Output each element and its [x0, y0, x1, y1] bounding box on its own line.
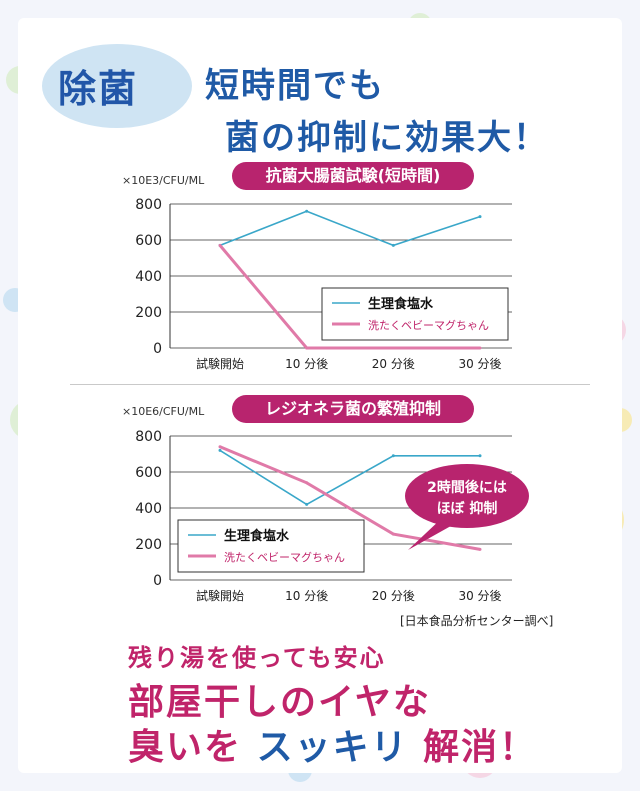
- data-point: [305, 209, 309, 213]
- data-point: [218, 448, 222, 452]
- y-tick-label: 400: [135, 269, 162, 285]
- legend-label: 洗たくベビーマグちゃん: [224, 550, 345, 564]
- data-point: [305, 481, 309, 485]
- legend-label: 生理食塩水: [368, 296, 434, 312]
- data-point: [391, 243, 395, 247]
- series-line: [218, 244, 480, 350]
- bottom-line-3: 臭いを スッキリ 解消！: [128, 718, 537, 770]
- data-point: [478, 215, 482, 219]
- legend-box: [177, 519, 365, 573]
- data-point: [478, 547, 482, 551]
- data-point: [305, 346, 309, 350]
- y-tick-label: 0: [153, 341, 162, 357]
- callout-text: ほぼ 抑制: [437, 500, 498, 517]
- x-tick-label: 試験開始: [196, 588, 244, 603]
- data-point: [478, 346, 482, 350]
- x-tick-label: 10 分後: [285, 589, 328, 603]
- callout-text: 2時間後には: [427, 479, 507, 496]
- data-point: [391, 532, 395, 536]
- x-tick-label: 10 分後: [285, 357, 328, 371]
- data-point: [218, 243, 222, 247]
- y-tick-label: 800: [135, 197, 162, 213]
- legend-box: [321, 287, 509, 341]
- x-tick-label: 試験開始: [196, 356, 244, 371]
- y-tick-label: 600: [135, 233, 162, 249]
- source-note: [日本食品分析センター調べ]: [400, 614, 554, 628]
- bottom-line-2: 部屋干しのイヤな: [128, 682, 431, 723]
- y-tick-label: 400: [135, 501, 162, 517]
- headline-line-1: 短時間でも: [205, 66, 385, 106]
- chart-1: 0 200 400 600 800 試験開始 10 分後 20 分後 30 分後 生理食塩水洗たく…: [135, 197, 512, 371]
- y-tick-label: 200: [135, 305, 162, 321]
- bottom-line-3-c: 解消！: [423, 727, 538, 768]
- tag-blob: [42, 44, 192, 128]
- chart-2: 0 200 400 600 800 試験開始 10 分後 20 分後 30 分後 生理食塩水洗たく…: [135, 429, 529, 603]
- x-tick-label: 30 分後: [458, 357, 501, 371]
- chart-1-unit: ×10E3/CFU/ML: [122, 174, 205, 187]
- data-point: [391, 454, 395, 458]
- data-point: [478, 454, 482, 458]
- series-line: [219, 449, 480, 506]
- bottom-line-3-b: スッキリ: [256, 727, 409, 768]
- chart-2-unit: ×10E6/CFU/ML: [122, 405, 205, 418]
- x-tick-label: 20 分後: [372, 589, 415, 603]
- legend-label: 生理食塩水: [224, 528, 290, 544]
- y-tick-label: 200: [135, 537, 162, 553]
- legend-label: 洗たくベビーマグちゃん: [368, 318, 489, 332]
- data-point: [391, 346, 395, 350]
- divider: [70, 384, 590, 385]
- headline-line-2: 菌の抑制に効果大！: [225, 118, 549, 158]
- series-line: [219, 445, 481, 551]
- series-line: [219, 210, 481, 247]
- x-tick-label: 20 分後: [372, 357, 415, 371]
- y-tick-label: 800: [135, 429, 162, 445]
- bottom-line-1: 残り湯を使っても安心: [128, 644, 386, 672]
- y-tick-label: 0: [153, 573, 162, 589]
- data-point: [305, 502, 309, 506]
- chart-2-title: レジオネラ菌の繁殖抑制: [232, 395, 474, 423]
- bottom-line-3-a: 臭いを: [128, 727, 243, 768]
- x-tick-label: 30 分後: [458, 589, 501, 603]
- chart-1-title: 抗菌大腸菌試験(短時間): [232, 162, 474, 190]
- y-tick-label: 600: [135, 465, 162, 481]
- data-point: [218, 445, 222, 449]
- tag-label: 除菌: [58, 67, 139, 111]
- callout-bubble: [405, 464, 529, 528]
